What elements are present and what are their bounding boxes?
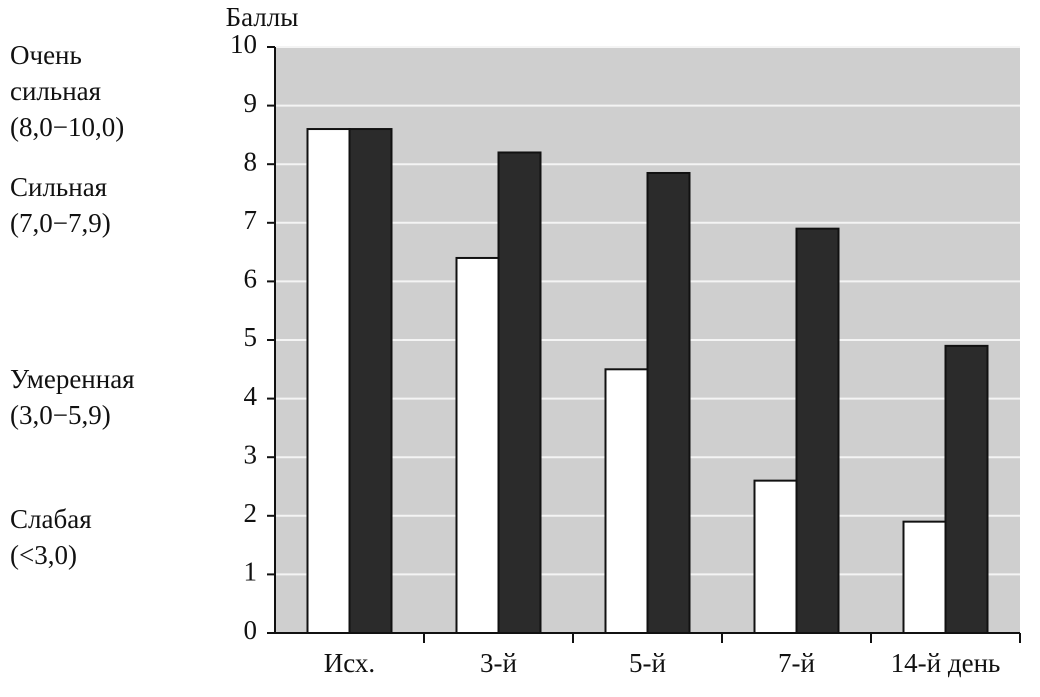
x-tick-label: Исх. — [324, 648, 375, 678]
y-tick-label: 9 — [244, 88, 258, 118]
bar — [795, 227, 840, 634]
y-tick-label: 2 — [244, 498, 258, 528]
bar — [646, 171, 691, 635]
annotation: (<3,0) — [10, 540, 77, 570]
annotation: (3,0−5,9) — [10, 400, 111, 430]
y-tick-label: 3 — [244, 439, 258, 469]
y-tick-label: 0 — [244, 615, 258, 645]
bar — [944, 344, 989, 634]
annotation: Сильная — [10, 172, 107, 202]
y-tick-label: 7 — [244, 205, 258, 235]
bar — [455, 256, 500, 634]
x-tick-label: 14-й день — [891, 648, 1001, 678]
annotation: (8,0−10,0) — [10, 112, 124, 142]
y-tick-label: 6 — [244, 264, 258, 294]
y-tick-label: 10 — [230, 29, 257, 59]
annotation: (7,0−7,9) — [10, 208, 111, 238]
y-tick-label: 4 — [244, 381, 258, 411]
annotation: сильная — [10, 76, 101, 106]
x-tick-label: 5-й — [629, 648, 666, 678]
y-tick-label: 8 — [244, 146, 258, 176]
bar — [348, 128, 393, 634]
annotation: Умеренная — [10, 364, 135, 394]
bar — [604, 368, 649, 634]
bar — [902, 520, 947, 634]
annotation: Слабая — [10, 504, 92, 534]
bar — [753, 479, 798, 635]
bar — [497, 151, 542, 634]
y-tick-label: 1 — [244, 557, 258, 587]
bar — [306, 128, 351, 634]
x-tick-label: 7-й — [778, 648, 815, 678]
y-axis-label: Баллы — [226, 2, 299, 32]
x-tick-label: 3-й — [480, 648, 517, 678]
y-tick-label: 5 — [244, 322, 258, 352]
annotation: Очень — [10, 40, 82, 70]
